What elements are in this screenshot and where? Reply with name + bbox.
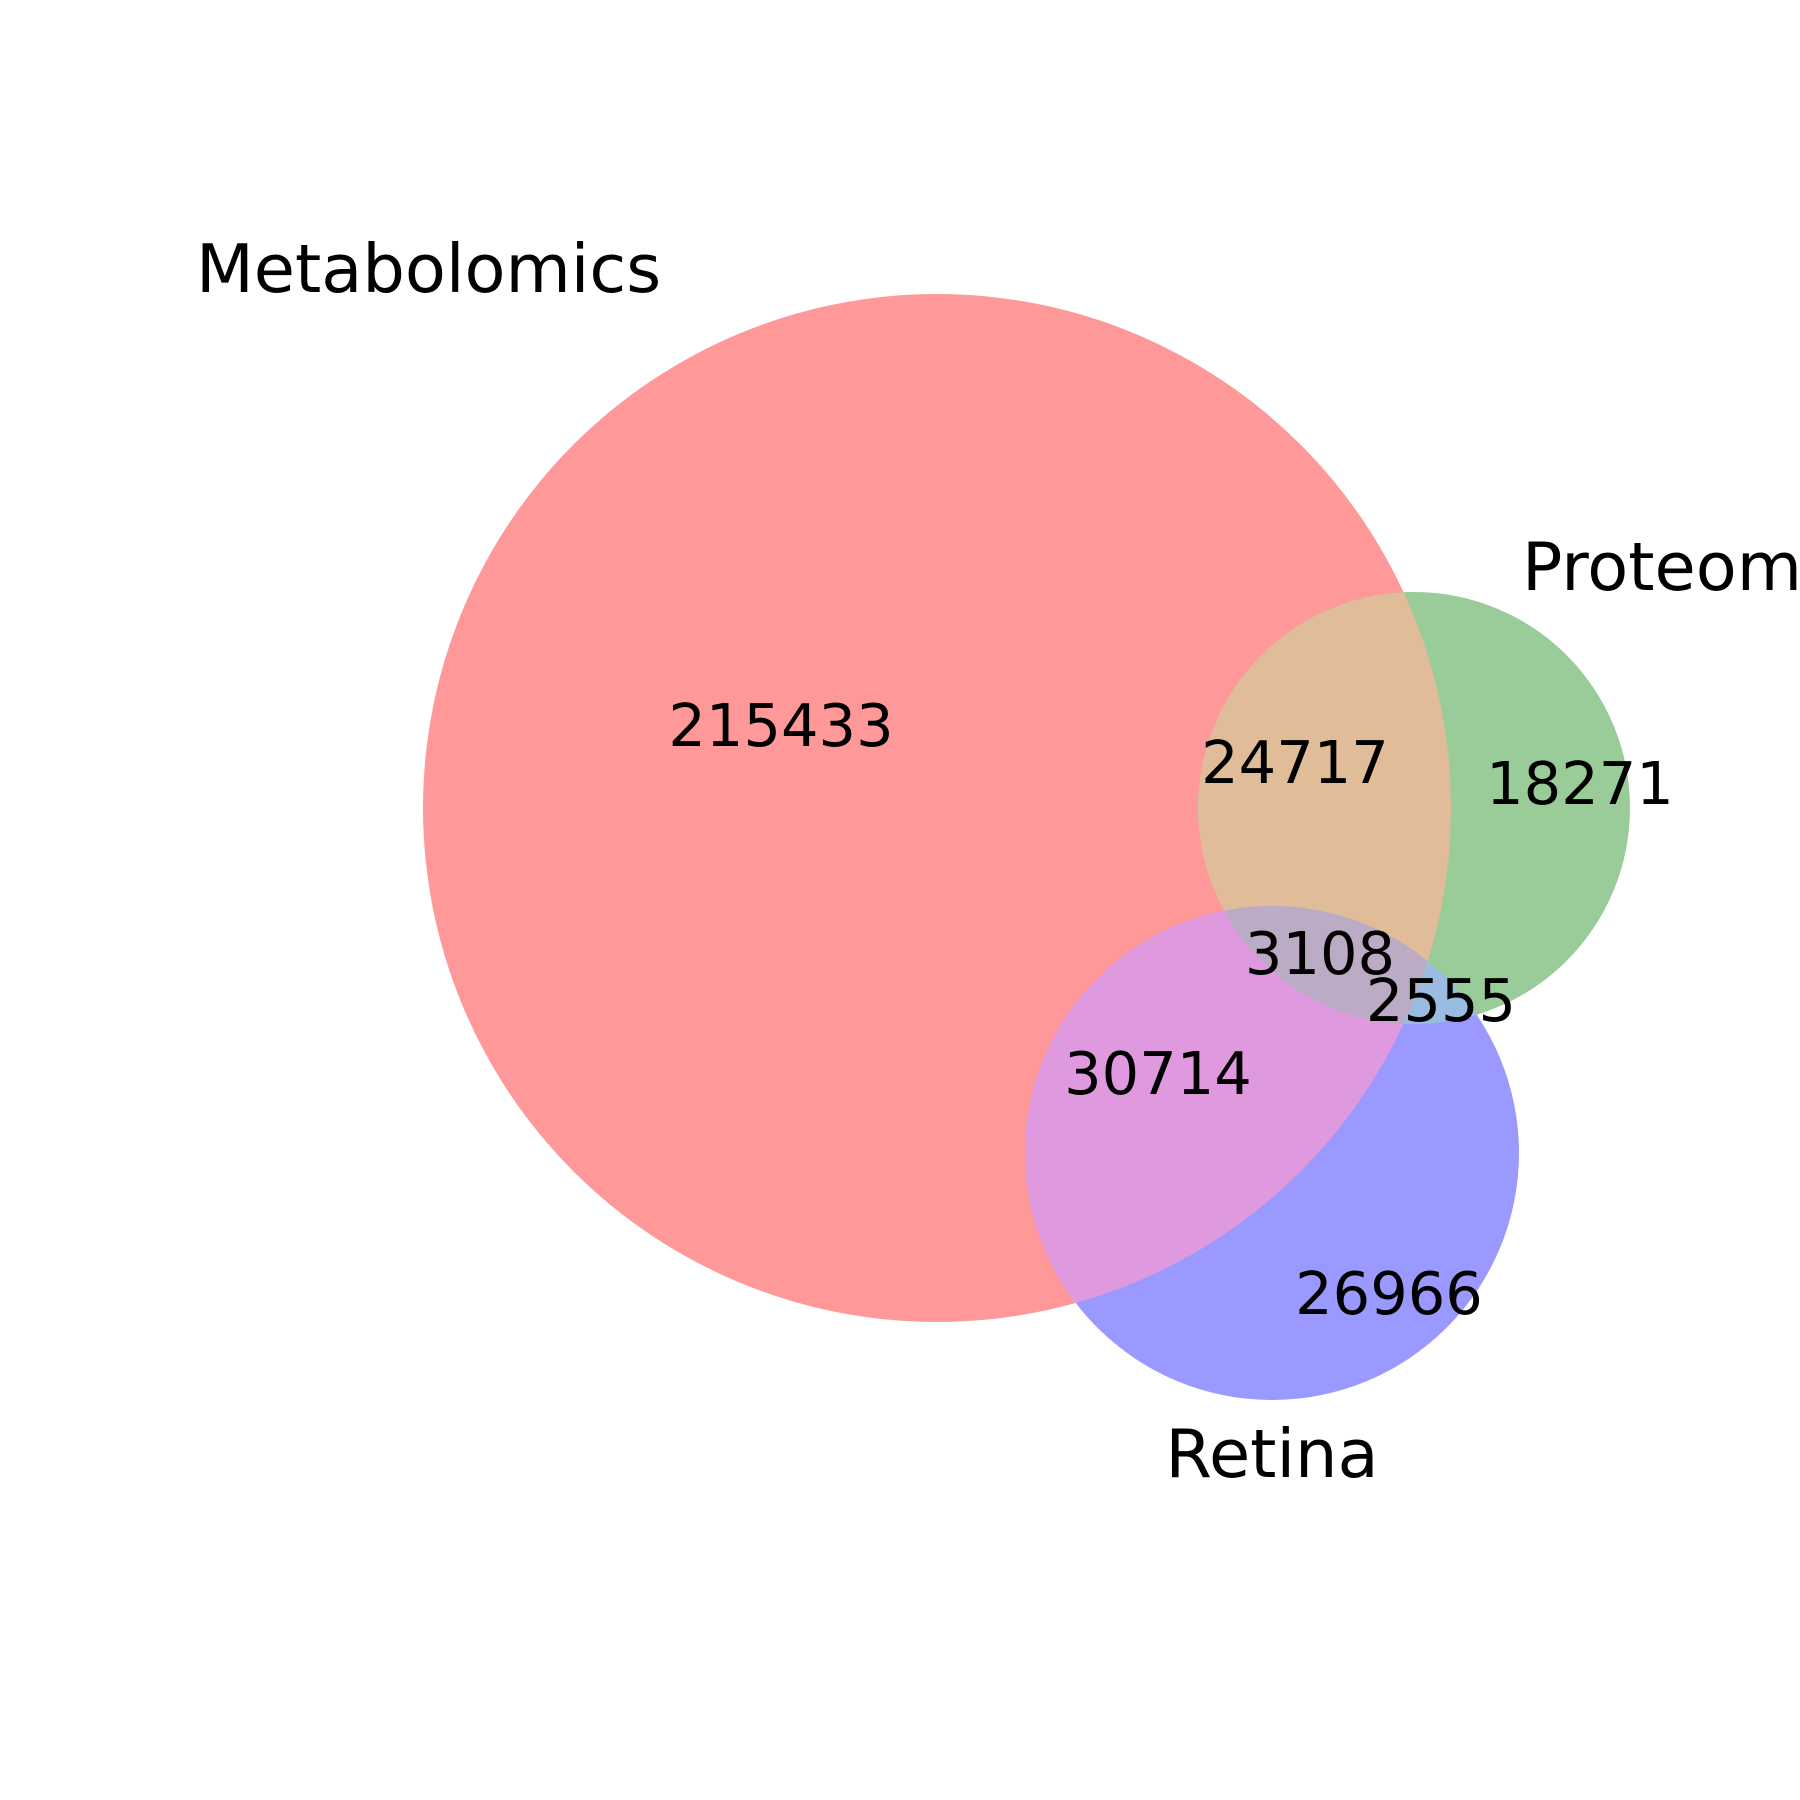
metabolomics-only-count: 215433 <box>668 691 893 760</box>
metabolomics-retina-count: 30714 <box>1064 1039 1252 1108</box>
all-three-count: 3108 <box>1245 919 1395 988</box>
proteomics-set-label: Proteomics <box>1522 528 1800 606</box>
metabolomics-set-label: Metabolomics <box>196 230 661 308</box>
proteomics-only-count: 18271 <box>1486 749 1674 818</box>
metabolomics-proteomics-count: 24717 <box>1201 728 1389 797</box>
proteomics-retina-count: 2555 <box>1366 966 1516 1035</box>
retina-set-label: Retina <box>1165 1415 1378 1493</box>
retina-only-count: 26966 <box>1295 1259 1483 1328</box>
